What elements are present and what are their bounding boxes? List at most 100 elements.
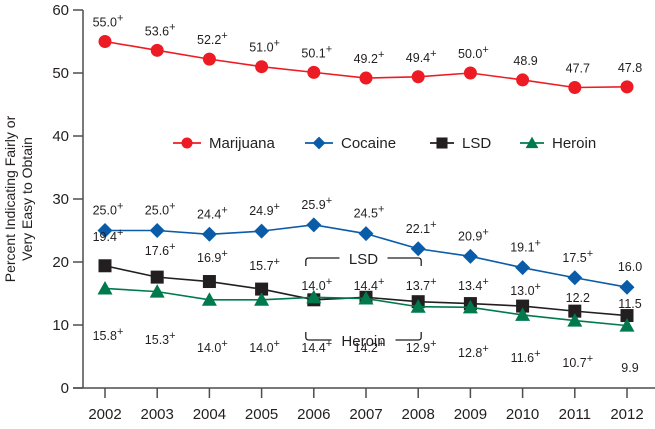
data-label: 20.9+ [458, 226, 489, 243]
data-label: 15.8+ [93, 326, 124, 343]
legend-item-cocaine: Cocaine [305, 135, 396, 152]
data-label: 14.2+ [354, 338, 385, 355]
data-label: 9.9 [621, 361, 638, 375]
series-lines [97, 35, 635, 332]
lsd-bracket-label: LSD [349, 251, 378, 268]
heroin-legend-icon [525, 136, 539, 149]
data-label: 17.5+ [562, 248, 593, 265]
data-label: 25.0+ [93, 201, 124, 218]
data-label: 25.0+ [145, 201, 176, 218]
data-label: 24.4+ [197, 204, 228, 221]
x-tick-label: 2012 [610, 406, 643, 423]
series-marijuana [98, 35, 634, 94]
lsd-marker-icon [150, 270, 164, 284]
cocaine-marker-icon [567, 270, 583, 286]
data-label: 14.0+ [301, 276, 332, 293]
y-tick-label: 40 [52, 128, 69, 145]
heroin-marker-icon [149, 284, 165, 298]
data-label: 25.9+ [301, 195, 332, 212]
cocaine-marker-icon [254, 223, 270, 239]
data-label: 24.5+ [354, 204, 385, 221]
data-label: 15.3+ [145, 330, 176, 347]
data-label: 47.7 [566, 61, 590, 75]
lsd-marker-icon [98, 259, 112, 273]
cocaine-marker-icon [462, 248, 478, 264]
cocaine-marker-icon [149, 223, 165, 238]
marijuana-marker-icon [307, 65, 321, 79]
heroin-marker-icon [619, 318, 635, 332]
marijuana-marker-icon [202, 52, 216, 66]
data-label: 51.0+ [249, 38, 280, 55]
data-label: 22.1+ [406, 219, 437, 236]
y-tick-label: 60 [52, 2, 69, 19]
data-label: 12.9+ [406, 338, 437, 355]
data-label: 16.0 [618, 260, 642, 274]
data-label: 55.0+ [93, 13, 124, 30]
x-tick-label: 2006 [297, 406, 330, 423]
data-label: 47.8 [618, 61, 642, 75]
heroin-marker-icon [515, 307, 531, 321]
marijuana-marker-icon [568, 80, 582, 94]
lsd-marker-icon [620, 309, 634, 323]
cocaine-marker-icon [515, 260, 531, 276]
lsd-marker-icon [568, 304, 582, 318]
legend-label: LSD [462, 135, 491, 152]
lsd-marker-icon [516, 299, 530, 313]
x-tick-label: 2009 [454, 406, 487, 423]
data-label: 14.0+ [249, 338, 280, 355]
data-label: 12.2 [566, 291, 590, 305]
x-tick-label: 2002 [88, 406, 121, 423]
cocaine-marker-icon [410, 241, 426, 257]
heroin-marker-icon [201, 292, 217, 306]
heroin-marker-icon [462, 299, 478, 314]
y-axis-title: Percent Indicating Fairly orVery Easy to… [2, 115, 35, 282]
data-label: 52.2+ [197, 30, 228, 47]
data-label: 49.2+ [354, 49, 385, 66]
x-tick-label: 2007 [349, 406, 382, 423]
y-tick-label: 0 [61, 380, 69, 397]
heroin-marker-icon [410, 299, 426, 313]
heroin-marker-icon [306, 289, 322, 304]
x-tick-label: 2003 [141, 406, 174, 423]
heroin-bracket-label: Heroin [341, 333, 385, 350]
data-label: 13.0+ [510, 281, 541, 298]
marijuana-marker-icon [516, 73, 530, 87]
legend-item-heroin: Heroin [520, 135, 596, 152]
data-label: 53.6+ [145, 21, 176, 38]
marijuana-marker-icon [620, 80, 634, 94]
cocaine-marker-icon [97, 223, 113, 238]
svg-text:Percent Indicating Fairly orVe: Percent Indicating Fairly orVery Easy to… [2, 115, 35, 282]
cocaine-marker-icon [619, 279, 635, 295]
data-label: 19.4+ [93, 227, 124, 244]
legend-label: Marijuana [209, 135, 276, 152]
legend-item-marijuana: Marijuana [173, 135, 276, 152]
data-label: 14.0+ [197, 338, 228, 355]
bracket-annotations: LSD Heroin [305, 251, 422, 350]
x-tick-label: 2008 [402, 406, 435, 423]
legend-label: Heroin [552, 135, 596, 152]
x-tick-label: 2010 [506, 406, 539, 423]
legend-label: Cocaine [341, 135, 396, 152]
data-label: 13.4+ [458, 276, 489, 293]
marijuana-marker-icon [98, 35, 112, 48]
data-label: 11.6+ [511, 348, 541, 365]
data-label: 15.7+ [249, 256, 280, 273]
marijuana-marker-icon [411, 70, 425, 84]
series-cocaine [97, 217, 635, 295]
data-labels: 55.0+ 53.6+ 52.2+ 51.0+ 50.1+ 49.2+ 49.4+ 50.0+… [93, 13, 643, 376]
cocaine-legend-icon [312, 136, 326, 150]
lsd-bracket: LSD [305, 251, 422, 268]
data-label: 48.9 [513, 54, 537, 68]
data-label: 10.7+ [562, 353, 593, 370]
y-tick-label: 10 [52, 317, 69, 334]
y-tick-label: 50 [52, 65, 69, 82]
data-label: 12.8+ [458, 343, 489, 360]
data-label: 50.1+ [301, 43, 332, 60]
x-tick-label: 2004 [193, 406, 226, 423]
data-label: 49.4+ [406, 48, 437, 65]
data-label: 17.6+ [145, 241, 176, 258]
data-label: 13.7+ [406, 276, 437, 293]
data-label: 19.1+ [510, 238, 541, 255]
